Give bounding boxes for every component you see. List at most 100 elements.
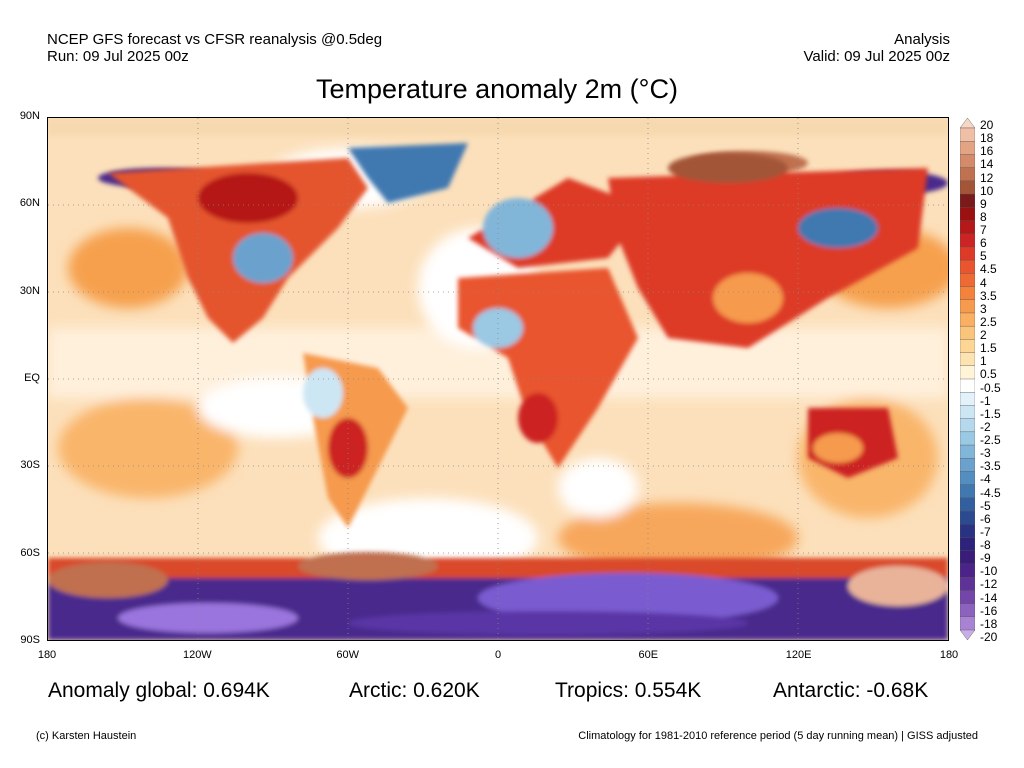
colorbar-swatch xyxy=(960,127,975,142)
colorbar-label: -18 xyxy=(980,616,998,631)
colorbar-swatch xyxy=(960,576,975,592)
lat-label: 30S xyxy=(20,459,40,472)
lon-label: 120E xyxy=(785,649,812,661)
colorbar-label: 7 xyxy=(980,223,987,238)
anomaly-map xyxy=(47,117,949,641)
colorbar-label: -3.5 xyxy=(980,459,1001,474)
colorbar-swatch xyxy=(960,273,975,288)
colorbar-swatch xyxy=(960,392,975,407)
run-time: Run: 09 Jul 2025 00z xyxy=(47,48,189,65)
colorbar-swatch xyxy=(960,378,975,393)
lat-label: 60N xyxy=(19,197,40,210)
colorbar-swatch xyxy=(960,193,975,208)
colorbar-swatch xyxy=(960,629,975,640)
colorbar-label: -16 xyxy=(980,603,998,618)
colorbar-label: -6 xyxy=(980,511,991,526)
antarctic-band xyxy=(48,552,948,640)
global-anomaly: Anomaly global: 0.694K xyxy=(48,679,270,702)
lat-label: EQ xyxy=(24,372,40,384)
colorbar-swatch xyxy=(960,286,975,301)
page-title: Temperature anomaly 2m (°C) xyxy=(316,74,678,104)
colorbar-swatch xyxy=(960,299,975,314)
colorbar-label: 20 xyxy=(980,118,994,132)
colorbar-swatch xyxy=(960,233,975,248)
colorbar-swatch xyxy=(960,352,975,367)
antarctic-anomaly: Antarctic: -0.68K xyxy=(773,679,929,702)
colorbar-label: 10 xyxy=(980,183,994,198)
lat-label: 60S xyxy=(20,546,40,559)
colorbar-swatch xyxy=(960,259,975,275)
colorbar-swatch xyxy=(960,207,975,222)
colorbar-swatch xyxy=(960,418,975,433)
colorbar-label: 4.5 xyxy=(980,262,997,277)
colorbar-label: -3 xyxy=(980,446,991,461)
colorbar-swatch xyxy=(960,524,975,539)
colorbar-label: -5 xyxy=(980,498,991,513)
colorbar-swatch xyxy=(960,537,975,552)
colorbar-label: 1 xyxy=(980,354,987,369)
colorbar-label: -1.5 xyxy=(980,406,1001,421)
colorbar xyxy=(960,118,975,640)
colorbar-label: -7 xyxy=(980,524,991,539)
colorbar-swatch xyxy=(960,616,975,631)
colorbar-swatch xyxy=(960,484,975,499)
colorbar-label: 2 xyxy=(980,328,987,343)
colorbar-swatch xyxy=(960,405,975,420)
lat-label: 90S xyxy=(20,634,40,646)
colorbar-swatch xyxy=(960,325,975,341)
colorbar-swatch xyxy=(960,167,975,182)
colorbar-label: -20 xyxy=(980,630,998,644)
colorbar-label: -1 xyxy=(980,393,991,408)
arctic-anomaly: Arctic: 0.620K xyxy=(349,679,480,702)
colorbar-label: 3.5 xyxy=(980,288,997,303)
continents xyxy=(108,143,928,528)
colorbar-label: 1.5 xyxy=(980,341,997,356)
copyright: (c) Karsten Haustein xyxy=(36,730,137,742)
analysis-label: Analysis xyxy=(894,31,950,48)
colorbar-swatch xyxy=(960,246,975,261)
colorbar-label: -4 xyxy=(980,472,991,487)
colorbar-swatch xyxy=(960,154,975,169)
colorbar-label: 6 xyxy=(980,236,987,251)
colorbar-label: 14 xyxy=(980,157,994,172)
colorbar-swatch xyxy=(960,603,975,618)
colorbar-swatch xyxy=(960,458,975,473)
colorbar-swatch xyxy=(960,563,975,578)
colorbar-swatch xyxy=(960,312,975,327)
colorbar-swatch xyxy=(960,550,975,565)
lat-label: 90N xyxy=(19,110,40,122)
colorbar-swatch xyxy=(960,497,975,512)
colorbar-label: 2.5 xyxy=(980,314,997,329)
colorbar-label: 4 xyxy=(980,275,987,290)
colorbar-swatch xyxy=(960,590,975,605)
lon-label: 180 xyxy=(37,649,57,661)
colorbar-swatch xyxy=(960,471,975,486)
colorbar-swatch xyxy=(960,339,975,354)
colorbar-swatch xyxy=(960,510,975,526)
colorbar-swatch xyxy=(960,220,975,235)
colorbar-label: -12 xyxy=(980,577,998,592)
lon-label: 180 xyxy=(939,649,959,661)
colorbar-label: -8 xyxy=(980,538,991,553)
lon-label: 120W xyxy=(182,649,212,661)
colorbar-swatch xyxy=(960,431,975,446)
colorbar-label: -2 xyxy=(980,419,991,434)
colorbar-label: 18 xyxy=(980,131,994,146)
colorbar-label: 16 xyxy=(980,144,994,159)
lon-label: 60W xyxy=(336,649,359,661)
colorbar-label: -10 xyxy=(980,564,998,579)
colorbar-label: 12 xyxy=(980,170,994,185)
colorbar-label: -0.5 xyxy=(980,380,1001,395)
colorbar-swatch xyxy=(960,118,975,129)
model-description: NCEP GFS forecast vs CFSR reanalysis @0.… xyxy=(47,31,383,48)
tropics-anomaly: Tropics: 0.554K xyxy=(555,679,702,702)
colorbar-label: 3 xyxy=(980,301,987,316)
map-canvas xyxy=(48,118,948,640)
colorbar-swatch xyxy=(960,141,975,156)
valid-time: Valid: 09 Jul 2025 00z xyxy=(803,48,951,65)
lon-label: 60E xyxy=(638,649,659,661)
colorbar-label: -4.5 xyxy=(980,485,1001,500)
climatology-note: Climatology for 1981-2010 reference peri… xyxy=(578,730,978,742)
colorbar-label: -9 xyxy=(980,551,991,566)
colorbar-label: 8 xyxy=(980,209,987,224)
